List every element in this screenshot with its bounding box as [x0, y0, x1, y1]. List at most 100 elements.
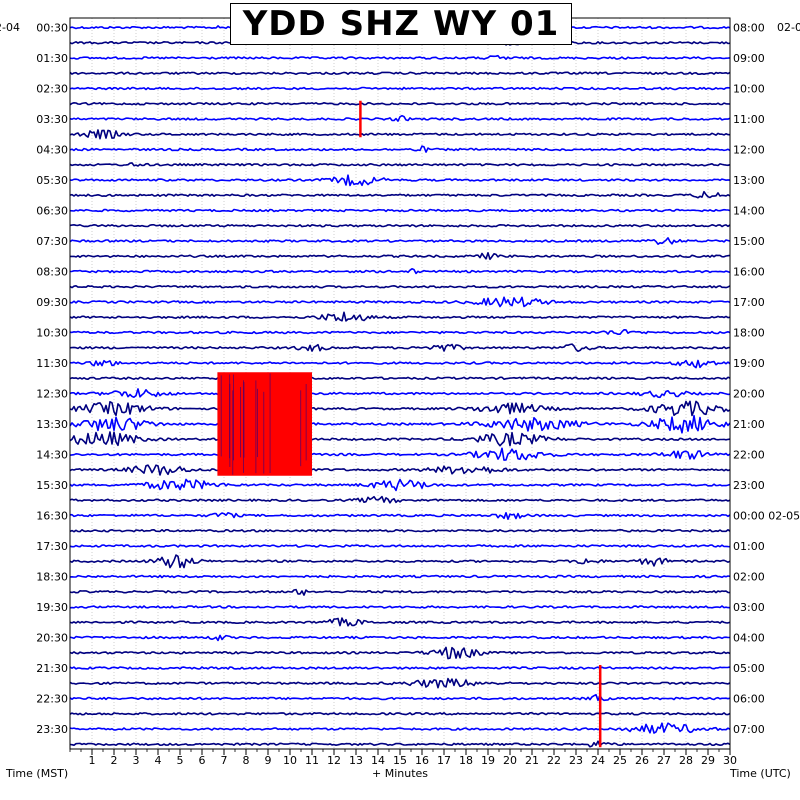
left-time-label: 02:30 [36, 83, 68, 96]
right-time-label: 12:00 [733, 144, 765, 157]
x-axis-label: + Minutes [372, 767, 428, 780]
x-tick-label: 28 [679, 754, 693, 767]
chart-title: YDD SHZ WY 01 [242, 4, 560, 44]
x-tick-label: 17 [437, 754, 451, 767]
left-time-label: 14:30 [36, 449, 68, 462]
trace-line [69, 693, 731, 702]
start-date-right: 02-0 [777, 21, 800, 34]
trace-line [69, 296, 731, 308]
x-tick-label: 6 [199, 754, 206, 767]
trace-line [69, 86, 731, 91]
right-time-label: 02:00 [733, 571, 765, 584]
seismic-traces [69, 25, 731, 748]
trace-line [69, 666, 731, 670]
left-time-label: 11:30 [36, 357, 68, 370]
trace-line [69, 145, 731, 153]
trace-line [69, 285, 731, 289]
right-time-label: 07:00 [733, 723, 765, 736]
x-tick-label: 25 [613, 754, 627, 767]
spike-markers [359, 100, 602, 748]
x-tick-label: 18 [459, 754, 473, 767]
x-tick-label: 23 [569, 754, 583, 767]
x-tick-label: 11 [305, 754, 319, 767]
right-time-label: 22:00 [733, 449, 765, 462]
left-time-label: 00:30 [36, 22, 68, 35]
left-time-label: 01:30 [36, 52, 68, 65]
trace-line [69, 495, 731, 504]
trace-line [69, 677, 731, 689]
left-time-label: 06:30 [36, 205, 68, 218]
x-tick-label: 19 [481, 754, 495, 767]
x-tick-label: 27 [657, 754, 671, 767]
trace-line [69, 268, 731, 275]
right-time-label: 17:00 [733, 296, 765, 309]
trace-line [69, 414, 731, 434]
right-time-label: 13:00 [733, 174, 765, 187]
trace-line [69, 400, 731, 417]
trace-line [69, 722, 731, 734]
right-time-label: 03:00 [733, 601, 765, 614]
trace-line [69, 646, 731, 660]
left-time-label: 19:30 [36, 601, 68, 614]
trace-line [69, 237, 731, 245]
trace-line [70, 252, 731, 261]
left-time-label: 12:30 [36, 388, 68, 401]
left-time-label: 09:30 [36, 296, 68, 309]
trace-line [69, 174, 731, 187]
trace-line [69, 190, 731, 199]
right-time-label: 18:00 [733, 327, 765, 340]
minute-gridlines [91, 18, 709, 749]
left-time-label: 05:30 [36, 174, 68, 187]
x-tick-label: 8 [243, 754, 250, 767]
left-time-label: 22:30 [36, 693, 68, 706]
clipped-block [217, 372, 312, 476]
right-time-label: 04:00 [733, 632, 765, 645]
clipped-signal-blocks [217, 372, 312, 476]
left-time-label: 16:30 [36, 510, 68, 523]
x-tick-label: 20 [503, 754, 517, 767]
left-time-label: 08:30 [36, 266, 68, 279]
trace-line [69, 617, 731, 627]
x-tick-label: 13 [349, 754, 363, 767]
trace-line [69, 343, 731, 353]
x-tick-label: 26 [635, 754, 649, 767]
trace-line [69, 208, 731, 213]
x-axis-ticks: 1 2 3 4 5 6 7 8 9 10 11 12 13 14 15 16 17 18 19 20 21 22 23 24 2… [69, 749, 737, 767]
x-tick-label: 24 [591, 754, 605, 767]
left-time-label: 10:30 [36, 327, 68, 340]
left-axis-label: Time (MST) [6, 767, 69, 780]
x-tick-label: 12 [327, 754, 341, 767]
left-time-label: 21:30 [36, 662, 68, 675]
trace-line [69, 71, 731, 75]
trace-line [69, 588, 731, 596]
left-time-label: 13:30 [36, 418, 68, 431]
trace-line [69, 511, 731, 520]
chart-title-box: YDD SHZ WY 01 [230, 3, 572, 45]
trace-line [69, 447, 731, 461]
trace-line [69, 102, 731, 106]
right-axis-label: Time (UTC) [730, 767, 791, 780]
left-time-label: 04:30 [36, 144, 68, 157]
trace-line [69, 359, 731, 369]
trace-line [69, 162, 731, 167]
left-time-label: 03:30 [36, 113, 68, 126]
trace-line [69, 740, 731, 748]
right-time-label: 16:00 [733, 266, 765, 279]
x-tick-label: 1 [89, 754, 96, 767]
right-time-label: 08:00 [733, 22, 765, 35]
x-tick-label: 4 [155, 754, 162, 767]
x-tick-label: 3 [133, 754, 140, 767]
x-tick-label: 10 [283, 754, 297, 767]
left-time-label: 23:30 [36, 723, 68, 736]
left-time-label: 17:30 [36, 540, 68, 553]
right-time-label: 09:00 [733, 52, 765, 65]
right-time-label: 06:00 [733, 693, 765, 706]
trace-line [69, 544, 731, 548]
x-tick-label: 21 [525, 754, 539, 767]
left-time-label: 07:30 [36, 235, 68, 248]
trace-line [69, 634, 730, 642]
right-time-label: 01:00 [733, 540, 765, 553]
start-date-left: 2-04 [0, 21, 20, 34]
trace-line [69, 478, 731, 492]
trace-line [69, 224, 731, 228]
